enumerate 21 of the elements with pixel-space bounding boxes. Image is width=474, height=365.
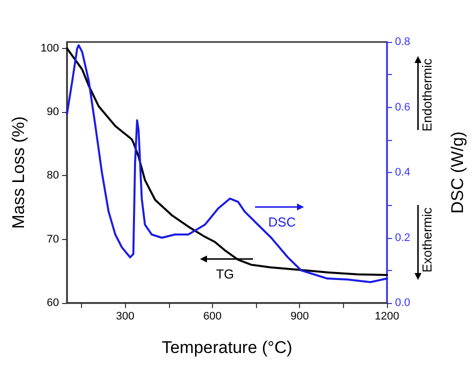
legend-label: DSC [268,214,296,230]
x-tick-label: 300 [116,310,134,322]
y2-tick-label: 0.2 [395,232,410,244]
x-tick-label: 900 [290,310,309,322]
y2-tick-label: 0.8 [395,36,410,48]
y2-axis-title: DSC (W/g) [448,131,467,214]
text: Exothermic [420,207,434,273]
y-tick-label: 80 [46,170,59,182]
y-tick-label: 60 [46,297,59,309]
legend-label: TG [216,266,234,282]
y-axis-title: Mass Loss (%) [9,116,28,229]
x-axis-title: Temperature (°C) [162,338,292,357]
y-tick-label: 90 [46,106,59,118]
y-tick-label: 100 [40,42,59,54]
x-tick-label: 600 [203,310,222,322]
x-tick-label: 1200 [374,310,400,322]
y2-tick-label: 0.6 [395,101,410,114]
y2-tick-label: 0.4 [395,166,410,178]
text: 0.0 [395,297,410,309]
y-tick-label: 70 [46,233,59,246]
text: Endothermic [420,58,434,132]
